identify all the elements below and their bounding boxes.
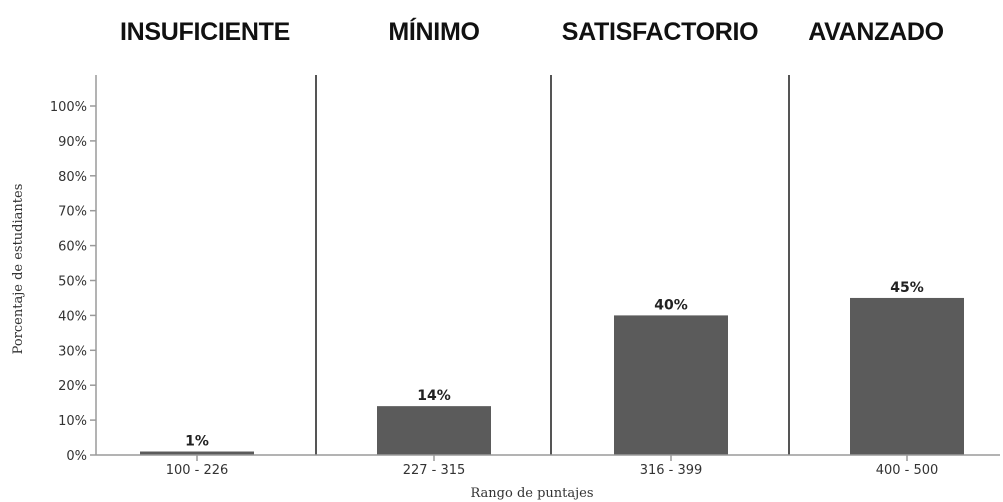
y-tick-label: 90% (58, 135, 87, 150)
y-axis-title: Porcentaje de estudiantes (11, 184, 26, 355)
y-tick-label: 0% (66, 449, 87, 464)
bar-value-label: 40% (654, 297, 688, 313)
level-title-4: AVANZADO (808, 18, 944, 46)
bar (140, 451, 254, 455)
bar (614, 315, 728, 455)
y-tick-label: 30% (58, 344, 87, 359)
bar-value-labels: 1% 14% 40% 45% (185, 280, 924, 450)
y-tick-label: 100% (50, 100, 87, 115)
bar-value-label: 14% (417, 388, 451, 404)
y-tick-label: 40% (58, 309, 87, 324)
bar-value-label: 45% (890, 280, 924, 296)
y-tick-label: 10% (58, 414, 87, 429)
level-title-3: SATISFACTORIO (562, 18, 759, 46)
x-axis: 100 - 226 227 - 315 316 - 399 400 - 500 (96, 454, 1000, 478)
level-title-1: INSUFICIENTE (120, 18, 290, 46)
y-tick-label: 70% (58, 205, 87, 220)
y-tick-label: 20% (58, 379, 87, 394)
x-axis-title: Rango de puntajes (470, 486, 593, 501)
bar-value-label: 1% (185, 434, 209, 450)
level-title-2: MÍNIMO (388, 17, 479, 46)
x-tick-label: 227 - 315 (403, 463, 466, 478)
level-titles: INSUFICIENTE MÍNIMO SATISFACTORIO AVANZADO (120, 17, 944, 46)
level-dividers (315, 75, 790, 455)
bar (377, 406, 491, 455)
x-tick-label: 400 - 500 (876, 463, 939, 478)
x-tick-label: 316 - 399 (640, 463, 703, 478)
bar (850, 297, 964, 455)
x-tick-label: 100 - 226 (166, 463, 229, 478)
y-tick-label: 50% (58, 275, 87, 290)
y-tick-label: 60% (58, 240, 87, 255)
y-axis: 0% 10% 20% 30% 40% 50% 60% 70% 80% 90% 100% (50, 75, 97, 464)
y-tick-label: 80% (58, 170, 87, 185)
bars (140, 297, 964, 455)
